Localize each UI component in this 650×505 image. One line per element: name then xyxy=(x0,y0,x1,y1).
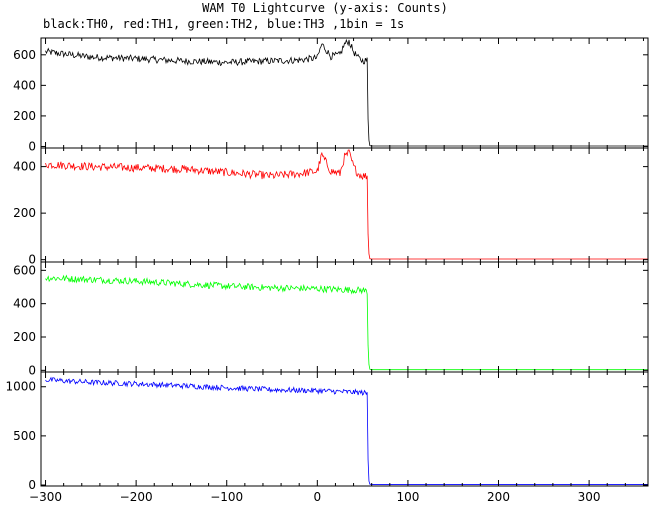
panel-th0: 0 200 400 600 xyxy=(13,37,649,153)
chart-title: WAM T0 Lightcurve (y-axis: Counts) xyxy=(202,1,448,15)
y-tick-label: 500 xyxy=(13,429,36,443)
x-tick-label: 0 xyxy=(314,490,322,504)
y-tick-label: 200 xyxy=(13,109,36,123)
chart-subtitle: black:TH0, red:TH1, green:TH2, blue:TH3 … xyxy=(43,17,405,31)
x-tick-label: 200 xyxy=(487,490,510,504)
panel-th1: 0 200 400 xyxy=(13,147,649,267)
panel-frame xyxy=(40,261,649,373)
y-tick-label: 0 xyxy=(28,253,36,267)
y-tick-label: 600 xyxy=(13,263,36,277)
y-tick-label: 200 xyxy=(13,206,36,220)
y-tick-label: 0 xyxy=(28,363,36,377)
y-tick-label: 400 xyxy=(13,297,36,311)
x-tick-label: −100 xyxy=(210,490,243,504)
y-tick-label: 0 xyxy=(28,478,36,492)
series-line-th1 xyxy=(45,149,648,260)
series-line-th3 xyxy=(45,376,648,485)
x-axis: −300 −200 −100 0 100 200 300 xyxy=(29,490,601,504)
panel-frame xyxy=(40,371,649,487)
y-tick-label: 200 xyxy=(13,330,36,344)
panel-frame xyxy=(40,37,649,149)
x-tick-label: −200 xyxy=(120,490,153,504)
series-line-th0 xyxy=(45,38,648,147)
panel-frame xyxy=(40,147,649,263)
y-tick-label: 400 xyxy=(13,160,36,174)
series-line-th2 xyxy=(45,274,648,371)
x-tick-label: 100 xyxy=(396,490,419,504)
panel-th3: 0 500 1000 xyxy=(5,371,649,492)
y-tick-label: 400 xyxy=(13,78,36,92)
x-tick-label: −300 xyxy=(29,490,62,504)
panel-th2: 0 200 400 600 xyxy=(13,261,649,377)
y-tick-label: 600 xyxy=(13,48,36,62)
y-tick-label: 0 xyxy=(28,139,36,153)
y-tick-label: 1000 xyxy=(5,380,36,394)
x-tick-label: 300 xyxy=(578,490,601,504)
